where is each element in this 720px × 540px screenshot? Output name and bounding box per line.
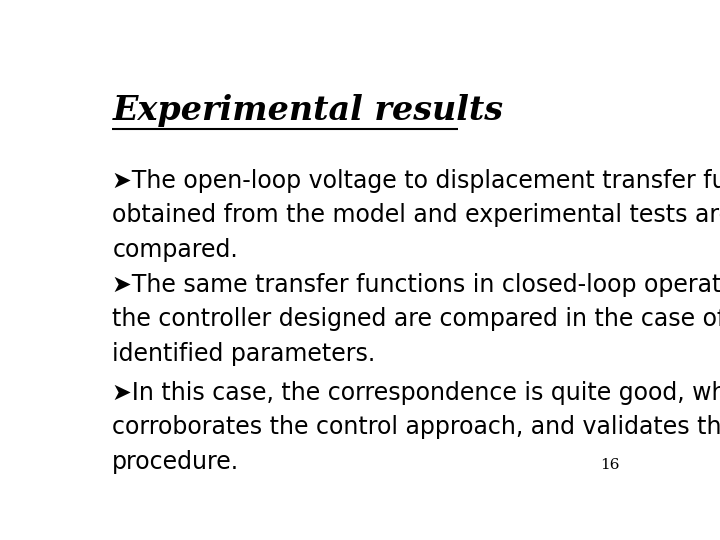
Text: Experimental results: Experimental results	[112, 94, 503, 127]
Text: compared.: compared.	[112, 238, 238, 262]
Text: ➤The same transfer functions in closed-loop operation with: ➤The same transfer functions in closed-l…	[112, 273, 720, 296]
Text: identified parameters.: identified parameters.	[112, 342, 376, 366]
Text: obtained from the model and experimental tests are: obtained from the model and experimental…	[112, 203, 720, 227]
Text: ➤The open-loop voltage to displacement transfer function: ➤The open-loop voltage to displacement t…	[112, 168, 720, 193]
Text: procedure.: procedure.	[112, 450, 240, 474]
Text: ➤In this case, the correspondence is quite good, which: ➤In this case, the correspondence is qui…	[112, 381, 720, 405]
Text: 16: 16	[600, 458, 620, 472]
Text: the controller designed are compared in the case of: the controller designed are compared in …	[112, 307, 720, 331]
Text: corroborates the control approach, and validates the whole: corroborates the control approach, and v…	[112, 415, 720, 440]
